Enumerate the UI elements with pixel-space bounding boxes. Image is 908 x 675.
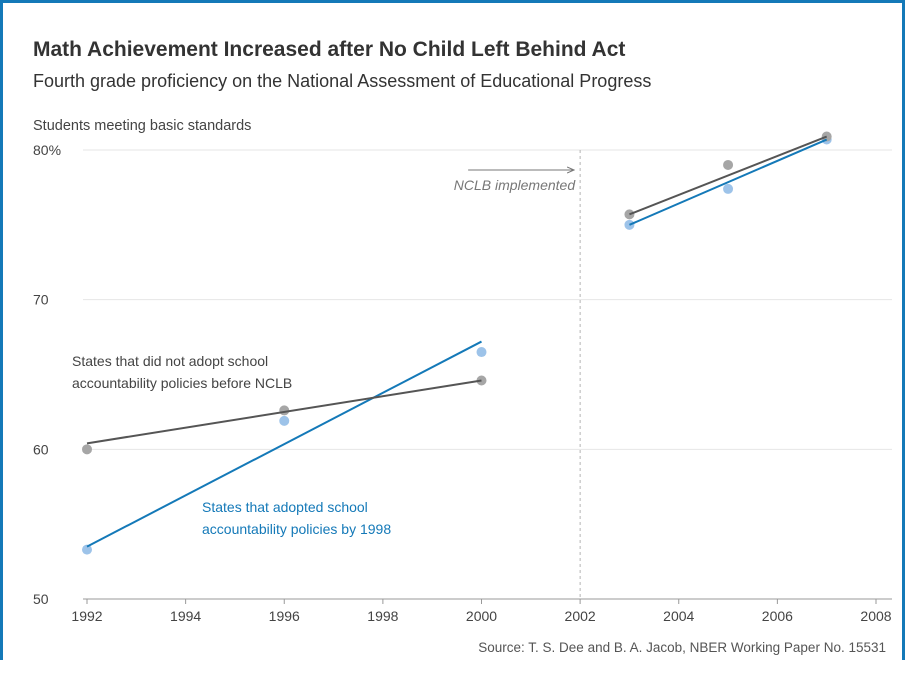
chart-subtitle: Fourth grade proficiency on the National… (33, 71, 652, 91)
series-label-not-adopted-line-2: accountability policies before NCLB (72, 375, 292, 391)
series-label-not-adopted-line-1: States that did not adopt school (72, 353, 268, 369)
point-adopted-2005 (723, 183, 734, 194)
chart-frame (0, 0, 905, 660)
chart-title: Math Achievement Increased after No Chil… (33, 38, 626, 61)
series-label-adopted-line-1: States that adopted school (202, 499, 368, 515)
trend-line-adopted-1 (86, 340, 482, 548)
trend-line-not-adopted-2 (629, 135, 828, 216)
x-tick-label-1998: 1998 (367, 608, 398, 624)
x-tick-label-2000: 2000 (466, 608, 497, 624)
x-tick-label-1992: 1992 (71, 608, 102, 624)
point-adopted-1996 (279, 415, 290, 426)
trend-line-not-adopted-1 (86, 379, 482, 445)
point-adopted-2000 (476, 347, 487, 358)
point-not-adopted-2005 (723, 159, 734, 170)
point-not-adopted-1992 (82, 444, 92, 455)
x-tick-label-2002: 2002 (565, 608, 596, 624)
x-tick-label-1994: 1994 (170, 608, 201, 624)
nclb-annotation: NCLB implemented (454, 177, 577, 193)
series-label-adopted-line-2: accountability policies by 1998 (202, 521, 391, 537)
y-tick-label-70: 70 (33, 292, 49, 308)
source-note: Source: T. S. Dee and B. A. Jacob, NBER … (478, 640, 886, 655)
y-tick-label-80: 80% (33, 142, 61, 158)
x-tick-label-1996: 1996 (269, 608, 300, 624)
trend-line-adopted-2 (629, 138, 828, 226)
y-axis-label: Students meeting basic standards (33, 118, 252, 134)
point-adopted-1992 (82, 544, 92, 555)
y-tick-label-50: 50 (33, 591, 49, 607)
x-tick-label-2004: 2004 (663, 608, 694, 624)
y-tick-label-60: 60 (33, 441, 49, 457)
x-tick-label-2008: 2008 (860, 608, 891, 624)
x-tick-label-2006: 2006 (762, 608, 793, 624)
